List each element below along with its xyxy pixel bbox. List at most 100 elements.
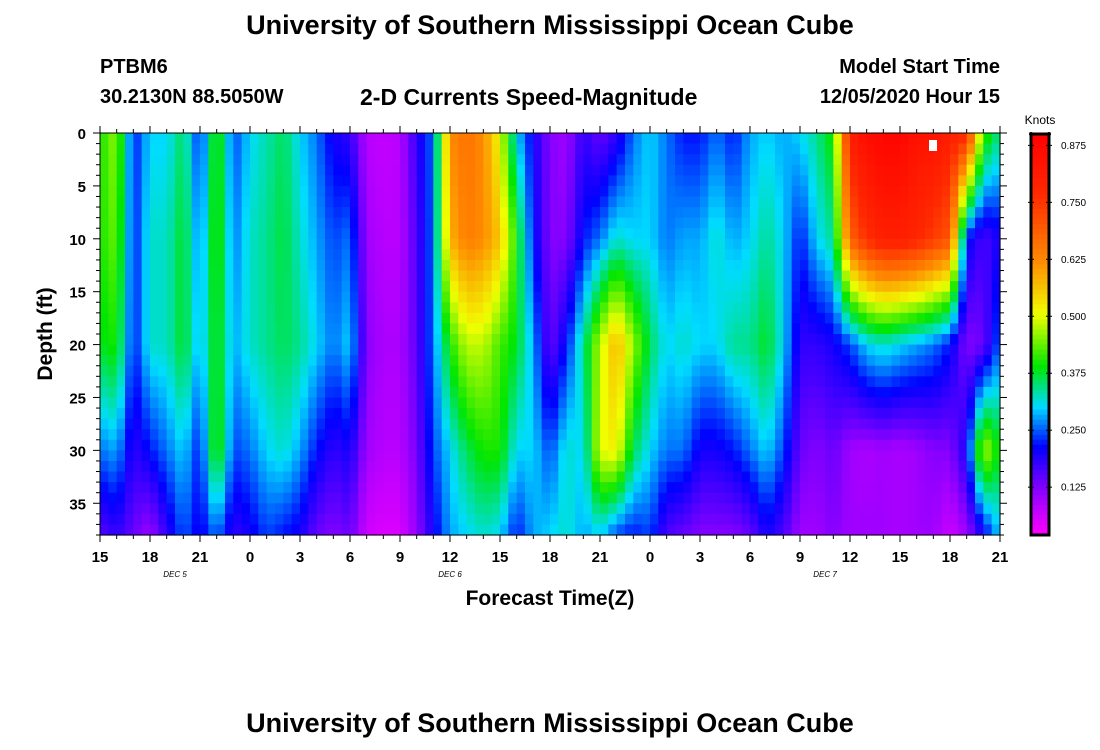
- heatmap-cell: [575, 418, 584, 430]
- heatmap-cell: [816, 376, 826, 388]
- heatmap-cell: [708, 323, 718, 335]
- heatmap-cell: [633, 365, 643, 377]
- heatmap-cell: [966, 460, 976, 473]
- heatmap-cell: [941, 291, 951, 303]
- heatmap-cell: [116, 249, 126, 261]
- heatmap-cell: [100, 164, 109, 176]
- heatmap-cell: [908, 365, 918, 377]
- heatmap-cell: [750, 259, 759, 272]
- heatmap-cell: [375, 207, 384, 219]
- heatmap-cell: [100, 259, 109, 272]
- colorbar-cell: [1031, 134, 1049, 140]
- heatmap-cell: [583, 164, 593, 176]
- colorbar-cell: [1031, 354, 1049, 361]
- heatmap-cell: [725, 217, 734, 229]
- heatmap-cell: [575, 397, 584, 409]
- heatmap-cell: [716, 344, 726, 356]
- heatmap-cell: [808, 503, 818, 515]
- heatmap-cell: [716, 513, 726, 526]
- colorbar-cell: [1031, 304, 1049, 311]
- heatmap-cell: [375, 302, 384, 314]
- heatmap-cell: [700, 228, 709, 240]
- heatmap-cell: [441, 217, 451, 229]
- heatmap-cell: [483, 408, 493, 420]
- heatmap-cell: [175, 344, 184, 356]
- heatmap-cell: [783, 217, 793, 229]
- heatmap-cell: [391, 143, 401, 155]
- heatmap-cell: [575, 344, 584, 356]
- heatmap-cell: [508, 154, 518, 166]
- heatmap-cell: [208, 471, 218, 483]
- heatmap-cell: [900, 418, 909, 430]
- heatmap-cell: [458, 249, 468, 261]
- heatmap-cell: [616, 355, 626, 367]
- heatmap-cell: [908, 418, 918, 430]
- heatmap-cell: [116, 439, 126, 451]
- heatmap-cell: [108, 376, 118, 388]
- heatmap-cell: [233, 408, 243, 420]
- heatmap-cell: [858, 281, 868, 293]
- model-start-value: 12/05/2020 Hour 15: [819, 86, 1000, 108]
- heatmap-cell: [616, 164, 626, 176]
- heatmap-cell: [850, 281, 859, 293]
- heatmap-cell: [608, 408, 618, 420]
- heatmap-cell: [600, 323, 609, 335]
- heatmap-cell: [241, 524, 251, 536]
- heatmap-cell: [700, 238, 709, 250]
- heatmap-cell: [916, 281, 926, 293]
- heatmap-cell: [783, 365, 793, 377]
- heatmap-cell: [283, 429, 293, 441]
- heatmap-cell: [208, 196, 218, 208]
- heatmap-cell: [775, 524, 784, 536]
- colorbar-cell: [1031, 184, 1049, 190]
- colorbar-cell: [1031, 324, 1049, 331]
- heatmap-cell: [658, 259, 668, 272]
- heatmap-cell: [191, 133, 201, 145]
- heatmap-cell: [191, 450, 201, 462]
- heatmap-cell: [283, 259, 293, 272]
- heatmap-cell: [208, 334, 218, 346]
- heatmap-cell: [141, 175, 151, 187]
- heatmap-cell: [716, 450, 726, 462]
- heatmap-cell: [941, 323, 951, 335]
- heatmap-cell: [275, 334, 284, 346]
- heatmap-cell: [641, 344, 651, 356]
- heatmap-cell: [775, 175, 784, 187]
- heatmap-cell: [275, 460, 284, 473]
- heatmap-cell: [925, 238, 934, 250]
- heatmap-cell: [508, 482, 518, 494]
- heatmap-cell: [683, 355, 693, 367]
- heatmap-cell: [625, 439, 634, 451]
- heatmap-cell: [558, 460, 568, 473]
- heatmap-cell: [908, 439, 918, 451]
- heatmap-cell: [250, 513, 259, 526]
- heatmap-cell: [908, 492, 918, 504]
- heatmap-cell: [108, 492, 118, 504]
- heatmap-cell: [550, 397, 559, 409]
- colorbar-cell: [1031, 464, 1049, 471]
- heatmap-cell: [808, 386, 818, 399]
- heatmap-cell: [108, 397, 118, 409]
- x-tick-label: 0: [646, 549, 654, 566]
- heatmap-cell: [608, 238, 618, 250]
- heatmap-cell: [450, 323, 459, 335]
- heatmap-cell: [958, 365, 968, 377]
- heatmap-cell: [441, 259, 451, 272]
- heatmap-cell: [908, 133, 918, 145]
- heatmap-cell: [100, 196, 109, 208]
- heatmap-cell: [650, 154, 659, 166]
- heatmap-cell: [316, 492, 326, 504]
- heatmap-cell: [758, 164, 768, 176]
- heatmap-cell: [733, 365, 743, 377]
- heatmap-cell: [850, 471, 859, 483]
- heatmap-cell: [233, 524, 243, 536]
- heatmap-cell: [133, 418, 143, 430]
- heatmap-cell: [866, 503, 876, 515]
- heatmap-cell: [158, 291, 168, 303]
- heatmap-cell: [958, 513, 968, 526]
- heatmap-cell: [641, 249, 651, 261]
- heatmap-cell: [558, 259, 568, 272]
- heatmap-cell: [575, 312, 584, 325]
- heatmap-cell: [641, 450, 651, 462]
- heatmap-cell: [166, 228, 176, 240]
